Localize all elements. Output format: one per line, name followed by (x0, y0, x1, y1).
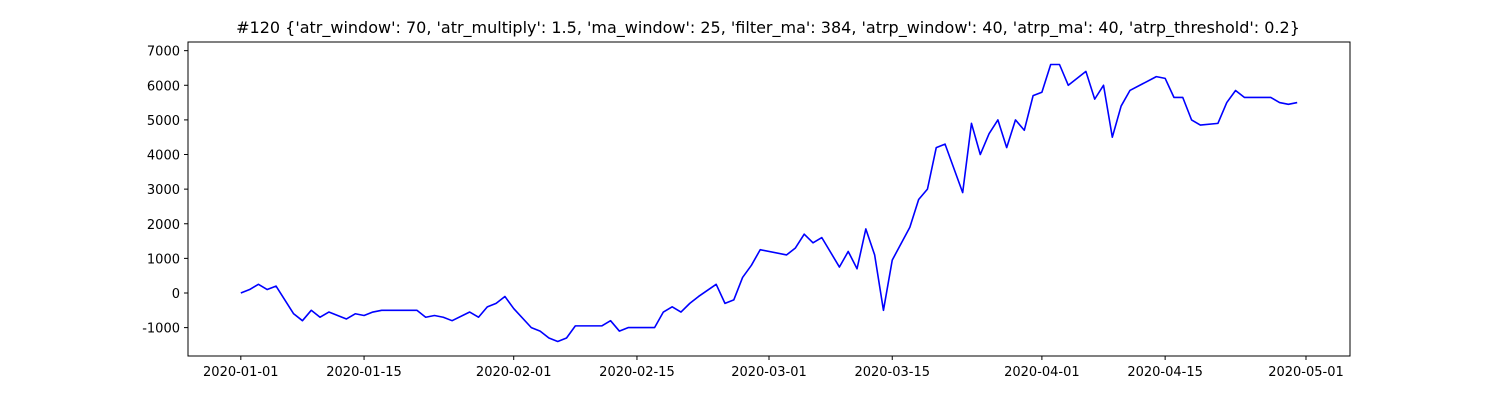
x-tick-label: 2020-04-15 (1127, 365, 1203, 380)
x-tick-label: 2020-02-15 (599, 365, 675, 380)
y-tick-label: 2000 (147, 218, 180, 233)
y-tick-label: 5000 (147, 114, 180, 129)
x-tick-label: 2020-03-01 (731, 365, 807, 380)
x-tick-label: 2020-05-01 (1268, 365, 1344, 380)
y-tick-label: 6000 (147, 79, 180, 94)
data-line (240, 63, 1298, 343)
y-tick-label: 0 (172, 287, 180, 302)
x-tick-label: 2020-03-15 (854, 365, 930, 380)
y-tick-label: -1000 (142, 322, 180, 337)
y-tick-label: 7000 (147, 45, 180, 60)
x-tick-label: 2020-01-01 (203, 365, 279, 380)
y-tick-label: 1000 (147, 252, 180, 267)
y-tick-label: 3000 (147, 183, 180, 198)
x-tick-label: 2020-02-01 (476, 365, 552, 380)
y-tick-label: 4000 (147, 149, 180, 164)
chart-title: #120 {'atr_window': 70, 'atr_multiply': … (236, 18, 1300, 38)
x-tick-label: 2020-01-15 (326, 365, 402, 380)
x-tick-label: 2020-04-01 (1004, 365, 1080, 380)
